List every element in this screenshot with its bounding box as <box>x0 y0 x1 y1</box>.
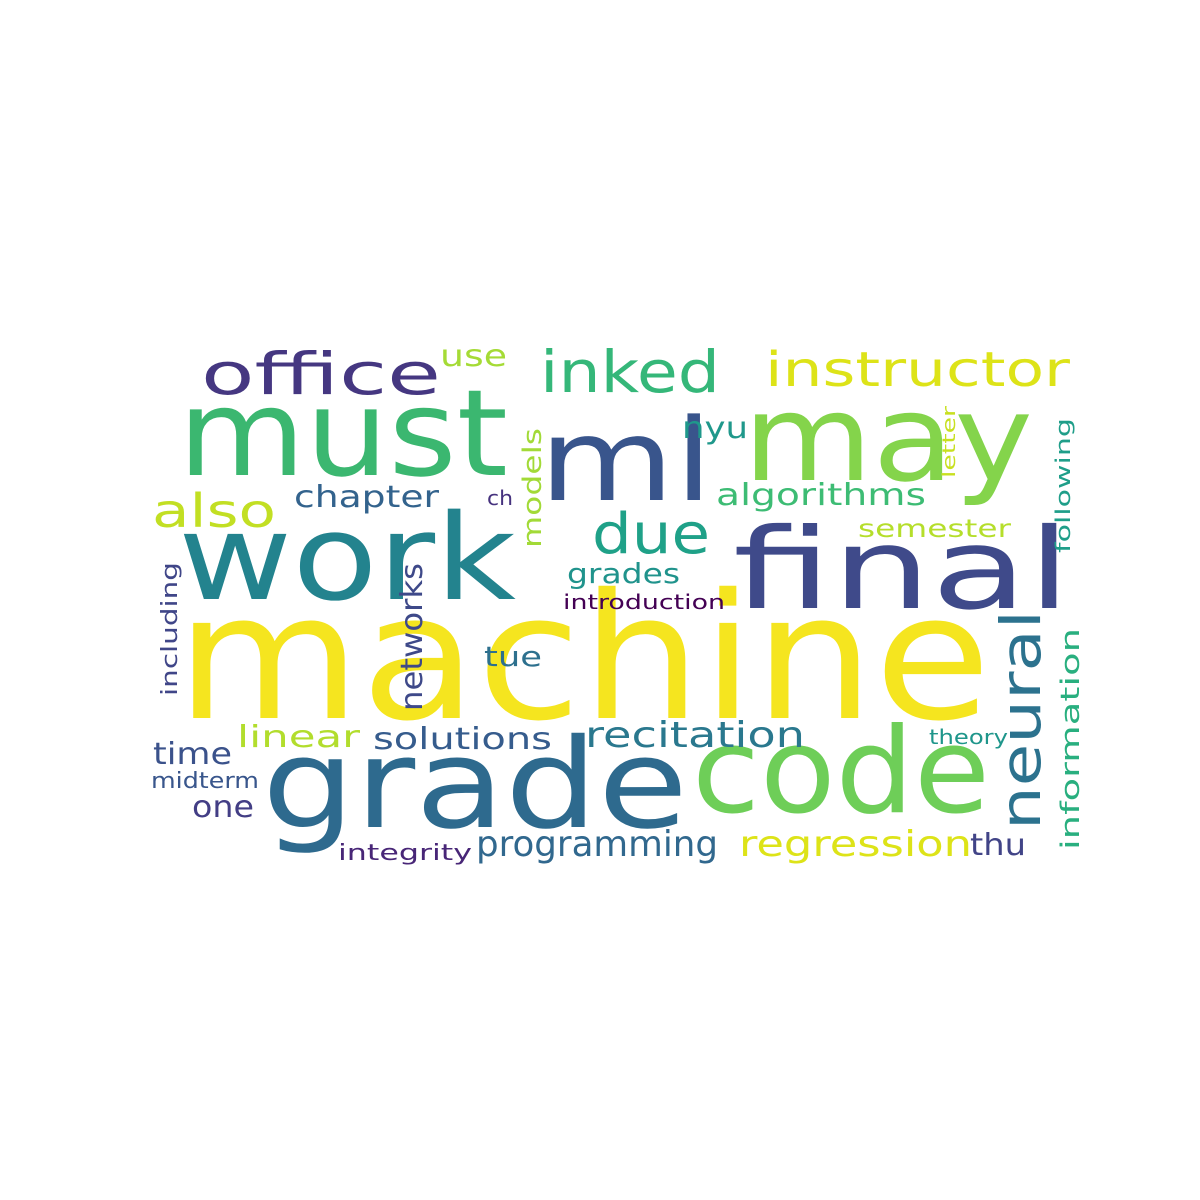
word-solutions: solutions <box>373 722 552 757</box>
word-thu: thu <box>970 828 1026 863</box>
word-linear: linear <box>237 720 361 755</box>
word-semester: semester <box>858 514 1012 543</box>
word-grade: grade <box>262 713 688 857</box>
word-programming: programming <box>476 824 718 865</box>
word-nyu: nyu <box>682 411 748 446</box>
word-grades: grades <box>567 557 680 590</box>
word-instructor: instructor <box>765 342 1070 398</box>
word-also: also <box>152 484 276 538</box>
word-use: use <box>440 339 507 374</box>
word-following: following <box>1051 418 1075 553</box>
word-ch: ch <box>487 486 513 510</box>
word-recitation: recitation <box>585 715 805 756</box>
word-information: information <box>1056 628 1086 850</box>
word-midterm: midterm <box>151 769 259 794</box>
word-code: code <box>692 703 990 841</box>
word-one: one <box>192 790 254 825</box>
word-work: work <box>178 490 516 628</box>
word-time: time <box>153 737 232 772</box>
word-tue: tue <box>484 640 542 673</box>
word-final: final <box>733 505 1071 635</box>
word-may: may <box>743 370 1033 509</box>
word-regression: regression <box>739 824 972 865</box>
word-letter: letter <box>939 405 960 478</box>
word-ml: ml <box>539 394 713 527</box>
word-machine: machine <box>176 557 991 760</box>
word-neural: neural <box>989 610 1053 830</box>
word-must: must <box>178 365 508 504</box>
word-networks: networks <box>395 563 430 711</box>
word-integrity: integrity <box>338 841 472 866</box>
word-models: models <box>518 428 548 548</box>
word-algorithms: algorithms <box>716 478 926 513</box>
word-inked: inked <box>540 338 720 406</box>
word-chapter: chapter <box>294 480 440 515</box>
word-including: including <box>158 562 183 696</box>
word-office: office <box>201 340 441 408</box>
word-theory: theory <box>929 725 1008 749</box>
word-due: due <box>592 502 710 567</box>
word-introduction: introduction <box>563 590 725 614</box>
